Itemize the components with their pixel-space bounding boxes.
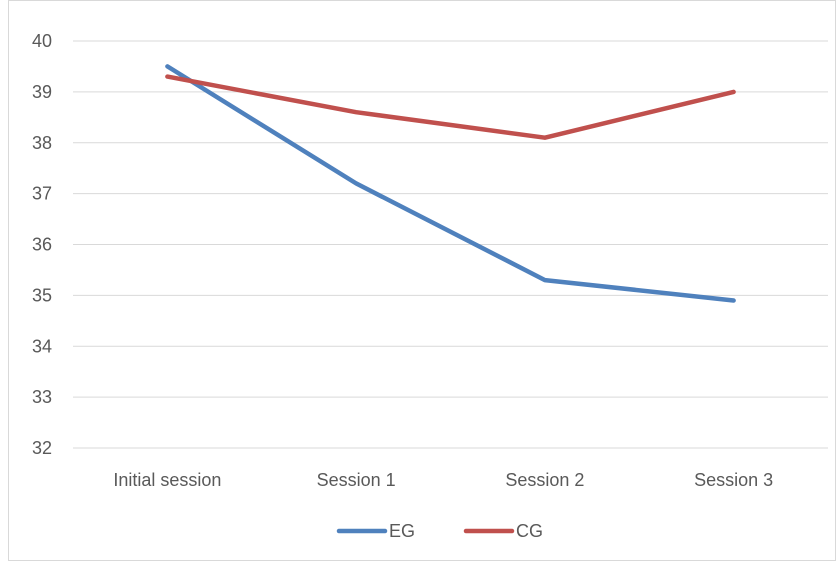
grid-lines — [73, 40, 828, 449]
legend-label-eg: EG — [389, 521, 415, 541]
x-axis-tick-labels: Initial session Session 1 Session 2 Session… — [113, 470, 773, 490]
y-axis-tick-labels: 32 33 34 35 36 37 38 39 40 — [32, 31, 52, 458]
x-tick-label: Session 1 — [317, 470, 396, 490]
legend: EG CG — [336, 521, 543, 541]
y-tick-label: 33 — [32, 387, 52, 407]
x-tick-label: Session 2 — [505, 470, 584, 490]
y-tick-label: 36 — [32, 235, 52, 255]
series-line-cg — [165, 74, 736, 140]
y-tick-label: 34 — [32, 336, 52, 356]
y-tick-label: 38 — [32, 133, 52, 153]
x-tick-label: Session 3 — [694, 470, 773, 490]
chart-frame — [8, 0, 836, 561]
y-tick-label: 40 — [32, 31, 52, 51]
y-tick-label: 39 — [32, 82, 52, 102]
series-line-eg — [165, 64, 736, 303]
series-lines — [165, 64, 736, 303]
y-tick-label: 32 — [32, 438, 52, 458]
y-tick-label: 35 — [32, 285, 52, 305]
y-tick-label: 37 — [32, 184, 52, 204]
x-tick-label: Initial session — [113, 470, 221, 490]
legend-label-cg: CG — [516, 521, 543, 541]
